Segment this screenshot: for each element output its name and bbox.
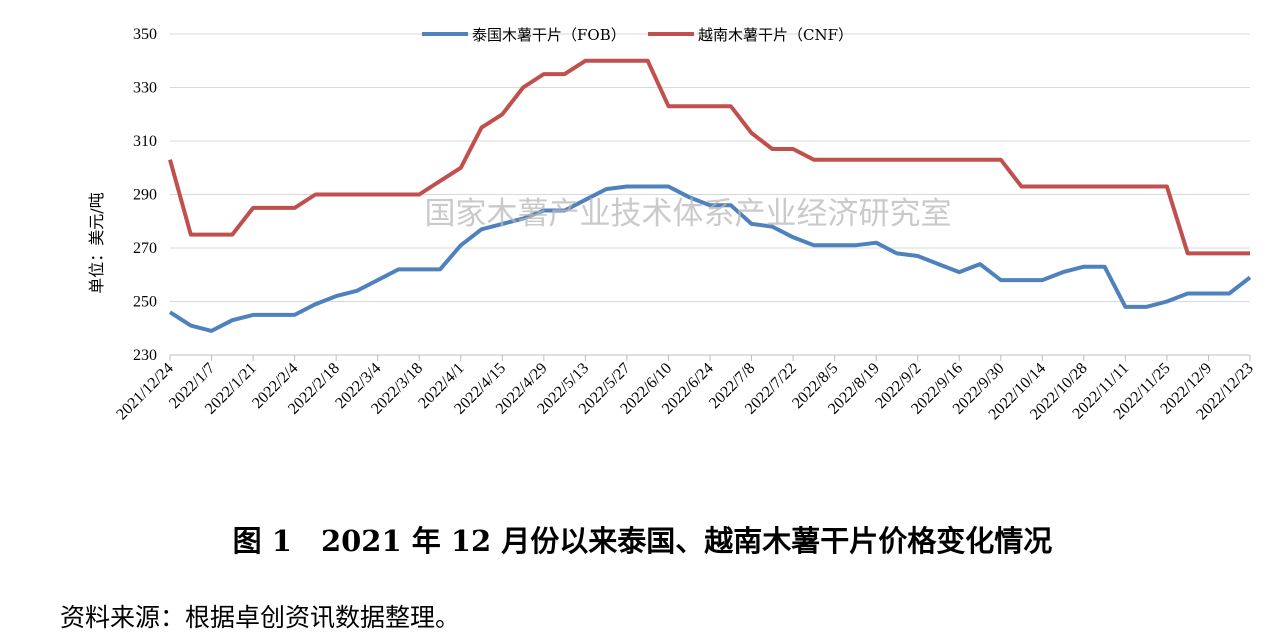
watermark: 国家木薯产业技术体系产业经济研究室 — [425, 196, 952, 232]
y-tick-label: 270 — [133, 240, 157, 257]
series-lines — [168, 58, 1252, 333]
gridlines — [170, 33, 1250, 302]
figure-caption: 图 1 2021 年 12 月份以来泰国、越南木薯干片价格变化情况 — [232, 524, 1053, 558]
x-tick-label: 2021/12/24 — [113, 360, 177, 424]
legend-label-1: 越南木薯干片（CNF） — [698, 26, 853, 44]
y-tick-label: 230 — [133, 347, 157, 364]
y-tick-label: 290 — [133, 187, 157, 204]
source-note: 资料来源：根据卓创资讯数据整理。 — [60, 603, 461, 632]
y-tick-label: 330 — [133, 80, 157, 97]
series-line-0 — [168, 184, 1252, 333]
y-tick-label: 310 — [133, 133, 157, 150]
y-axis-label: 单位：美元/吨 — [87, 192, 106, 293]
legend-label-0: 泰国木薯干片（FOB） — [472, 26, 626, 44]
series-line-1 — [168, 58, 1250, 256]
y-tick-label: 250 — [133, 294, 157, 311]
y-tick-label: 350 — [133, 26, 157, 43]
legend: 泰国木薯干片（FOB） 越南木薯干片（CNF） — [422, 26, 853, 44]
line-chart: 2302502702903103303502021/12/242022/1/72… — [87, 26, 1257, 424]
